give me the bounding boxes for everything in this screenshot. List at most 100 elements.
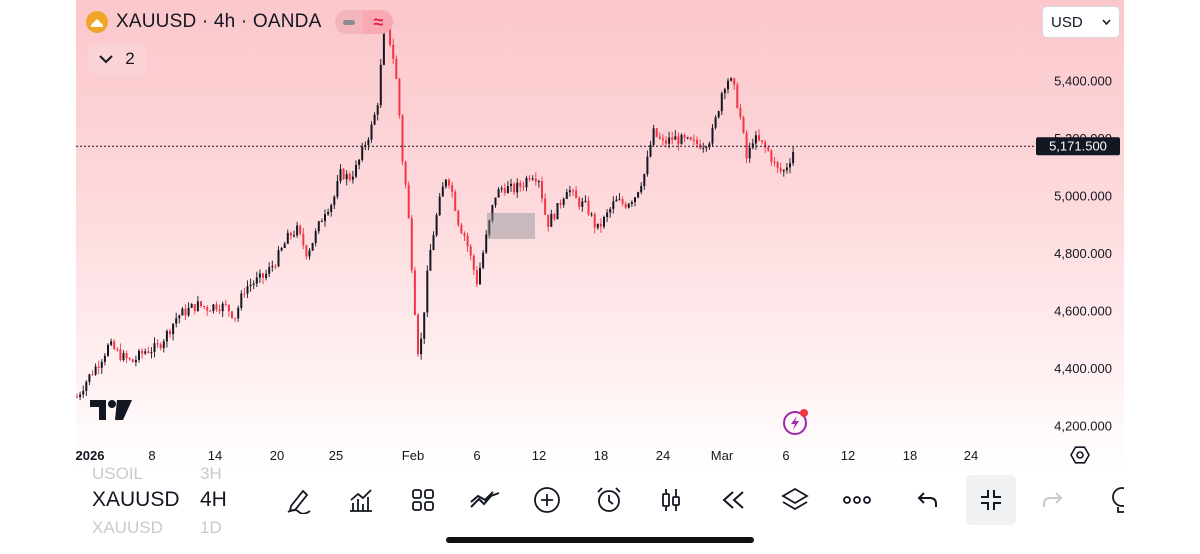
candle-up [751,143,754,148]
candle-up [333,196,336,206]
layers-button[interactable] [771,476,819,524]
undo-button[interactable] [904,476,952,524]
candle-down [767,147,770,151]
candle-down [466,235,469,247]
ideas-button[interactable] [1100,476,1124,524]
candle-up [432,235,435,250]
bottom-toolbar: USOIL 3H XAUUSD 4H XAUUSD 1D [76,464,1124,537]
candle-up [537,181,540,183]
drawing-pen-button[interactable] [275,476,323,524]
candle-up [444,179,447,187]
candle-up [212,304,215,311]
time-tick-label: 6 [782,448,789,463]
currency-select[interactable]: USD [1042,6,1120,38]
candle-down [234,317,237,319]
candle-down [91,374,94,376]
candle-down [305,245,308,257]
more-button[interactable] [833,476,881,524]
candle-down [736,84,739,109]
candle-up [327,212,330,215]
candle-up [720,93,723,112]
home-indicator [446,537,754,543]
layout-button[interactable] [399,476,447,524]
candle-down [274,266,277,268]
ghost-symbol-above: USOIL [92,464,144,483]
candle-down [624,203,627,208]
candle-down [689,137,692,140]
chart-pane[interactable] [76,0,1124,470]
replay-icon [722,491,744,509]
candle-up [162,341,165,349]
time-tick-label: 8 [148,448,155,463]
candle-down [454,191,457,211]
indicators-chart-icon [350,489,372,512]
trend-line-button[interactable] [461,476,509,524]
candle-up [630,202,633,204]
interval-picker[interactable]: 4H [200,488,227,511]
candle-down [227,304,230,312]
time-tick-label: 6 [473,448,480,463]
candle-down [599,223,602,227]
candle-up [296,225,299,236]
lightning-alert-icon[interactable] [782,408,810,436]
replay-button[interactable] [709,476,757,524]
candle-down [621,199,624,204]
candle-up [277,250,280,267]
candle-up [339,169,342,182]
candle-up [122,353,125,361]
candle-up [221,303,224,312]
candle-down [593,214,596,228]
chart-type-button[interactable] [647,476,695,524]
candle-up [271,266,274,268]
collapse-button[interactable] [966,475,1016,525]
symbol-picker[interactable]: XAUUSD [92,488,180,511]
redo-button[interactable] [1028,476,1076,524]
candle-down [215,304,218,310]
candle-up [429,249,432,271]
candle-up [714,117,717,128]
candle-down [457,210,460,226]
add-button[interactable] [523,476,571,524]
symbol-header[interactable]: XAUUSD · 4h · OANDA ≈ [86,8,394,36]
collapse-icon [981,490,1001,510]
candle-down [779,167,782,172]
alert-button[interactable] [585,476,633,524]
candle-down [156,343,159,345]
candle-down [578,198,581,207]
candlestick-chart[interactable]: 5,600.0005,400.0005,200.0005,000.0004,80… [0,0,1200,470]
candle-up [181,308,184,316]
candle-up [110,341,113,345]
candle-down [475,269,478,285]
time-tick-label: 25 [329,448,343,463]
chevron-down-icon [1102,19,1111,25]
candle-down [448,179,450,186]
candle-up [652,128,655,145]
time-tick-label: 20 [270,448,284,463]
candle-up [482,252,485,268]
indicators-button[interactable] [337,476,385,524]
candle-up [94,366,97,375]
candle-down [113,341,116,350]
candle-up [680,134,683,145]
candle-down [503,188,506,194]
candle-down [528,177,531,180]
settings-gear-icon[interactable] [1070,446,1090,464]
symbol-title[interactable]: XAUUSD · 4h · OANDA [116,11,322,32]
candle-down [655,128,658,137]
layout-grid-icon [412,489,434,511]
candle-down [302,233,305,246]
candle-down [463,233,466,236]
candle-down [587,200,590,215]
candle-up [510,183,512,187]
candle-up [153,343,156,352]
candle-up [711,127,714,144]
time-axis[interactable]: 2026 8 14 20 25 Feb 6 12 18 24 Mar 6 12 18 24 [76,440,1124,470]
candle-up [479,267,481,285]
candle-down [200,301,202,307]
market-status-pill[interactable]: ≈ [335,10,394,34]
candle-up [568,190,571,193]
candle-up [491,205,494,221]
indicators-toggle-button[interactable]: 2 [88,44,146,74]
more-dots-icon [843,496,871,504]
